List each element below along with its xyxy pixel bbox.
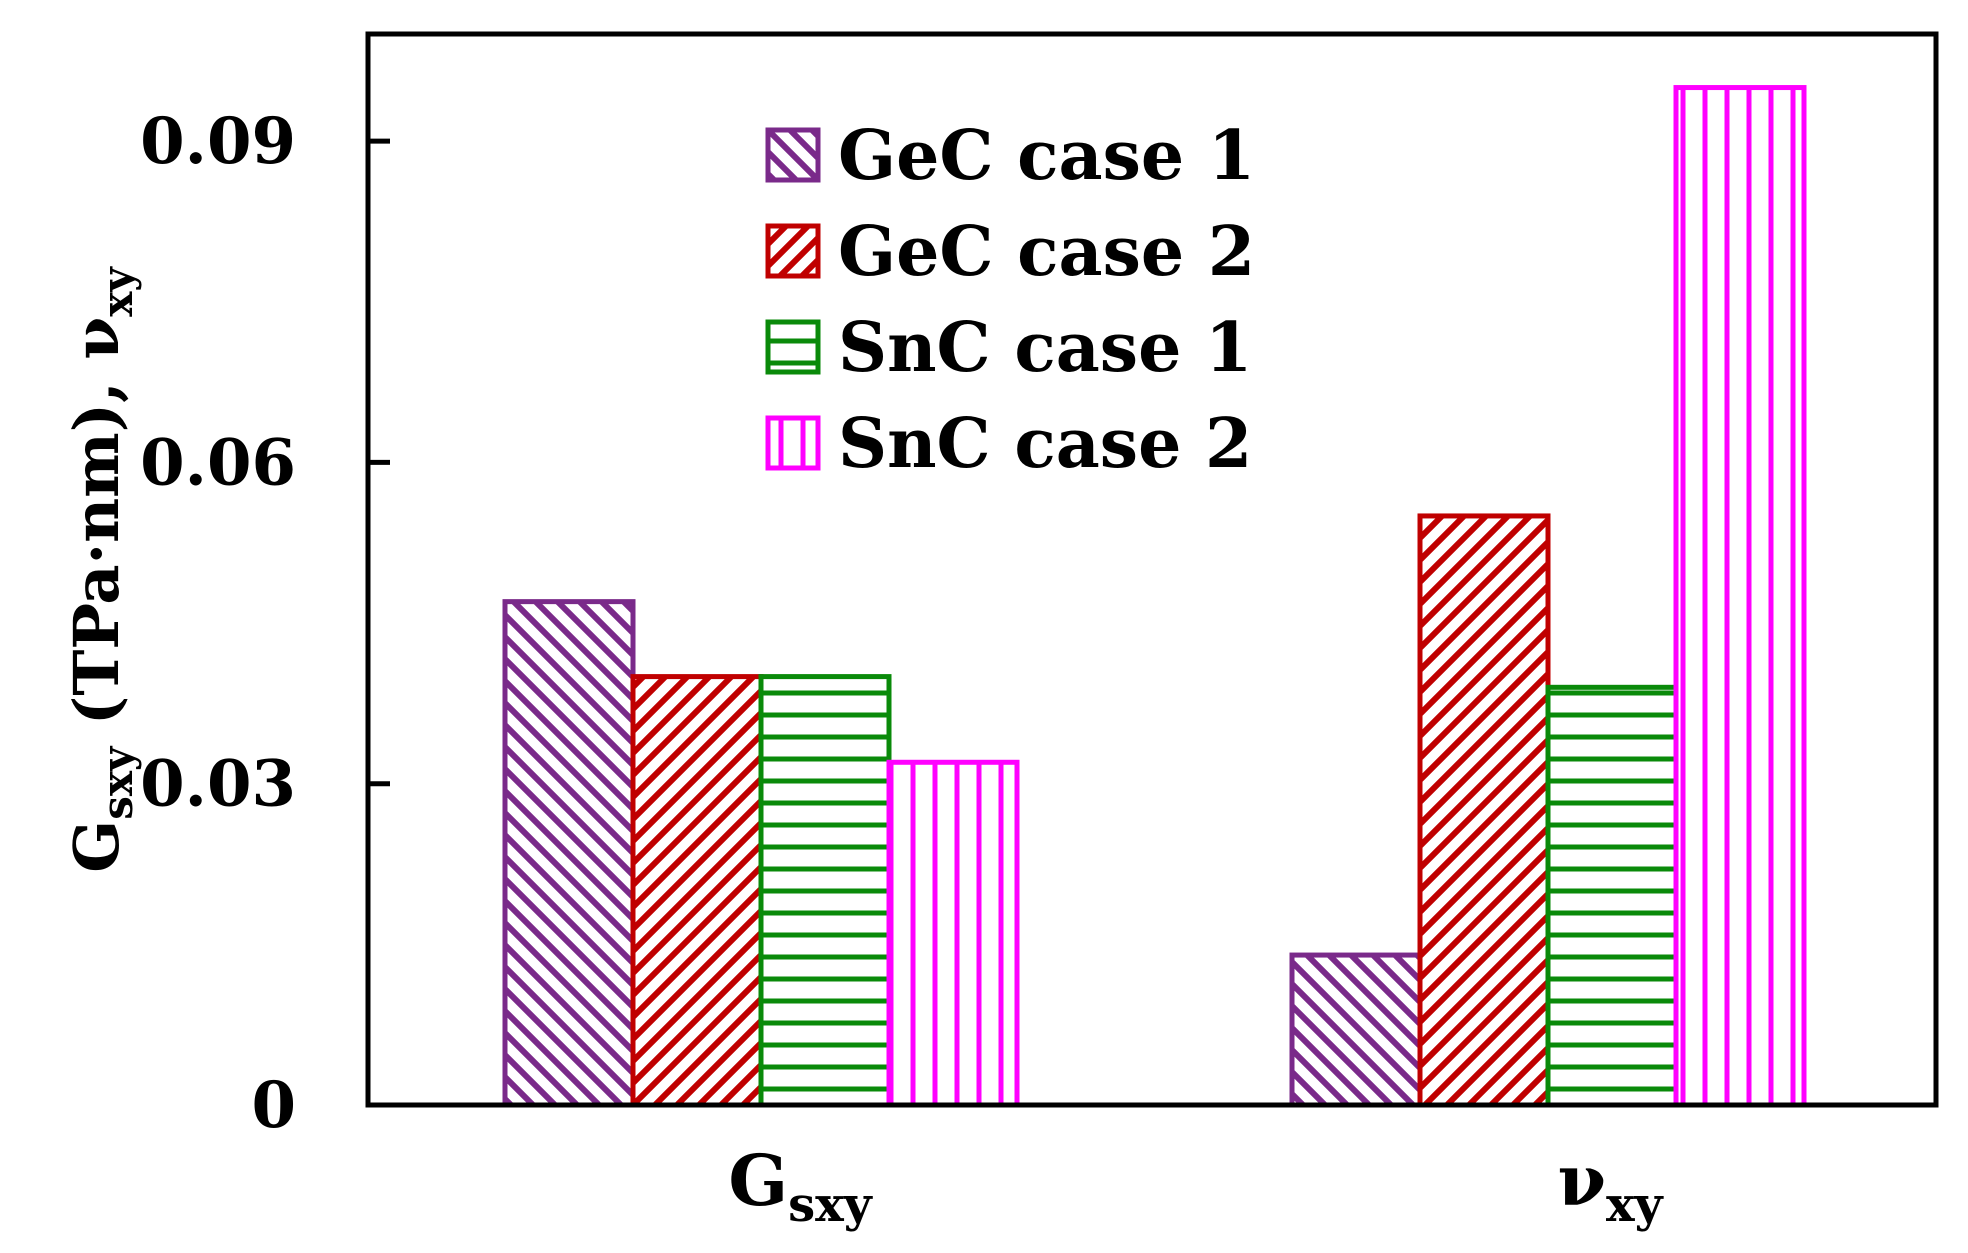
legend-item: GeC case 1 <box>765 116 1255 196</box>
legend-swatch <box>765 415 821 471</box>
x-category-labels: Gsxy νxy <box>728 1139 1664 1233</box>
legend-item: SnC case 1 <box>765 308 1252 388</box>
bar-snc-case-2-gsxy <box>886 759 1020 1108</box>
plot-frame <box>365 31 1939 1108</box>
legend-item: SnC case 2 <box>765 404 1252 484</box>
y-axis-title: Gsxy (TPa·nm), νxy <box>60 266 142 873</box>
bar-gec-case-1-gsxy <box>502 599 636 1108</box>
bar-gec-case-2-vxy <box>1417 513 1551 1108</box>
legend-label: GeC case 1 <box>838 116 1255 196</box>
bar-snc-case-2-vxy <box>1673 85 1807 1108</box>
legend-label: SnC case 1 <box>838 308 1252 388</box>
y-tick-label: 0.06 <box>140 425 296 500</box>
x-category-label-gsxy: Gsxy <box>728 1139 873 1233</box>
bars <box>502 85 1807 1108</box>
y-tick-label: 0 <box>251 1068 296 1143</box>
legend-item: GeC case 2 <box>765 212 1255 292</box>
y-tick-label: 0.03 <box>140 747 296 822</box>
x-category-label-vxy: νxy <box>1557 1139 1664 1233</box>
legend-swatch <box>765 127 821 183</box>
bar-gec-case-1-vxy <box>1289 952 1423 1108</box>
y-tick-label: 0.09 <box>140 104 296 179</box>
y-axis-label: Gsxy (TPa·nm), νxy <box>60 266 142 873</box>
legend-swatch <box>765 223 821 279</box>
y-ticks: 0 0.03 0.06 0.09 <box>140 104 390 1143</box>
legend-label: GeC case 2 <box>838 212 1255 292</box>
bar-snc-case-1-gsxy <box>758 674 892 1108</box>
legend-swatch <box>765 319 821 375</box>
legend-label: SnC case 2 <box>838 404 1252 484</box>
legend: GeC case 1 GeC case 2 SnC case 1 SnC case 2 <box>765 116 1255 484</box>
bar-gec-case-2-gsxy <box>630 674 764 1108</box>
bar-snc-case-1-vxy <box>1545 684 1679 1108</box>
